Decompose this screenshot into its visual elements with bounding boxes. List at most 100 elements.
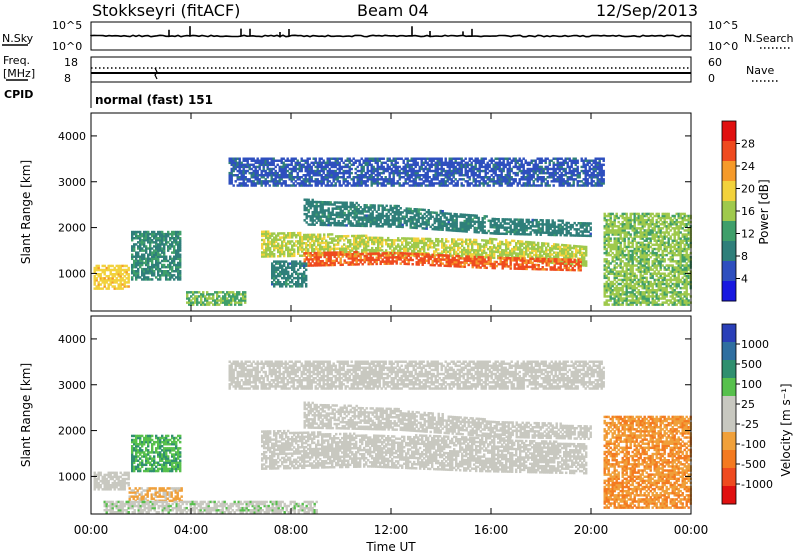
heatmap-cell: [613, 237, 616, 240]
heatmap-cell: [631, 262, 634, 265]
heatmap-cell: [135, 272, 138, 275]
heatmap-cell: [523, 233, 526, 236]
heatmap-cell: [161, 243, 164, 246]
heatmap-cell: [355, 263, 358, 266]
heatmap-cell: [611, 268, 614, 271]
heatmap-cell: [313, 200, 316, 204]
heatmap-cell: [427, 253, 430, 256]
heatmap-cell: [539, 256, 542, 259]
heatmap-cell: [481, 264, 484, 267]
heatmap-cell: [667, 214, 670, 218]
heatmap-cell: [443, 248, 446, 251]
heatmap-cell: [331, 207, 334, 210]
heatmap-cell: [453, 252, 456, 256]
heatmap-cell: [571, 246, 574, 250]
heatmap-cell: [531, 223, 534, 226]
heatmap-cell: [635, 301, 638, 304]
heatmap-cell: [547, 223, 550, 226]
heatmap-cell: [645, 214, 648, 218]
heatmap-cell: [423, 227, 426, 230]
heatmap-cell: [499, 253, 502, 256]
heatmap-cell: [377, 258, 380, 261]
heatmap-cell: [541, 248, 544, 251]
heatmap-cell: [236, 295, 239, 298]
heatmap-cell: [337, 253, 340, 256]
heatmap-cell: [159, 253, 162, 256]
heatmap-cell: [177, 237, 180, 240]
heatmap-cell: [307, 254, 310, 257]
heatmap-cell: [619, 303, 622, 306]
heatmap-cell: [121, 264, 124, 268]
heatmap-cell: [387, 254, 390, 257]
heatmap-cell: [333, 239, 336, 242]
heatmap-cell: [665, 229, 668, 232]
heatmap-cell: [151, 234, 154, 238]
heatmap-cell: [121, 279, 124, 282]
heatmap-cell: [419, 247, 422, 251]
heatmap-cell: [313, 243, 316, 247]
heatmap-cell: [305, 198, 308, 201]
heatmap-cell: [651, 297, 654, 300]
heatmap-cell: [395, 225, 398, 228]
heatmap-cell: [621, 253, 624, 257]
heatmap-cell: [461, 213, 464, 216]
heatmap-cell: [103, 270, 106, 274]
heatmap-cell: [541, 246, 544, 249]
heatmap-cell: [273, 236, 276, 239]
heatmap-cell: [657, 216, 660, 220]
heatmap-cell: [179, 247, 182, 250]
heatmap-cell: [517, 228, 520, 232]
heatmap-cell: [323, 233, 326, 236]
heatmap-cell: [327, 207, 330, 210]
heatmap-cell: [527, 243, 530, 246]
heatmap-cell: [283, 240, 286, 243]
heatmap-cell: [99, 279, 102, 282]
heatmap-cell: [679, 231, 682, 234]
heatmap-cell: [333, 251, 336, 254]
heatmap-cell: [573, 253, 576, 256]
heatmap-cell: [279, 264, 282, 267]
heatmap-cell: [473, 253, 476, 256]
heatmap-cell: [411, 237, 414, 240]
heatmap-cell: [401, 254, 404, 257]
heatmap-cell: [143, 276, 146, 279]
heatmap-cell: [485, 231, 488, 235]
heatmap-cell: [403, 262, 406, 266]
heatmap-cell: [613, 268, 616, 271]
heatmap-cell: [171, 241, 174, 244]
heatmap-cell: [163, 232, 166, 236]
heatmap-cell: [325, 241, 328, 245]
heatmap-cell: [489, 237, 492, 241]
heatmap-cell: [385, 243, 388, 246]
heatmap-cell: [161, 234, 164, 238]
heatmap-cell: [569, 268, 572, 272]
heatmap-cell: [347, 216, 350, 219]
heatmap-cell: [635, 264, 638, 267]
heatmap-cell: [151, 272, 154, 275]
heatmap-cell: [355, 212, 358, 215]
heatmap-cell: [451, 248, 454, 252]
heatmap-cell: [133, 265, 136, 269]
heatmap-cell: [621, 223, 624, 226]
heatmap-cell: [171, 230, 174, 234]
heatmap-cell: [441, 244, 444, 247]
heatmap-cell: [617, 225, 620, 228]
heatmap-cell: [589, 232, 592, 236]
heatmap-cell: [649, 220, 652, 224]
heatmap-cell: [643, 299, 646, 302]
heatmap-cell: [369, 251, 372, 254]
heatmap-cell: [515, 228, 518, 232]
heatmap-cell: [97, 264, 100, 268]
heatmap-cell: [403, 215, 406, 218]
heatmap-cell: [675, 223, 678, 226]
heatmap-cell: [285, 285, 288, 288]
heatmap-cell: [581, 262, 584, 265]
heatmap-cell: [495, 224, 498, 227]
heatmap-cell: [621, 231, 624, 234]
heatmap-cell: [267, 244, 270, 248]
heatmap-cell: [244, 299, 247, 302]
heatmap-cell: [431, 215, 434, 218]
heatmap-cell: [339, 207, 342, 211]
heatmap-cell: [141, 270, 144, 273]
heatmap-cell: [331, 251, 334, 254]
